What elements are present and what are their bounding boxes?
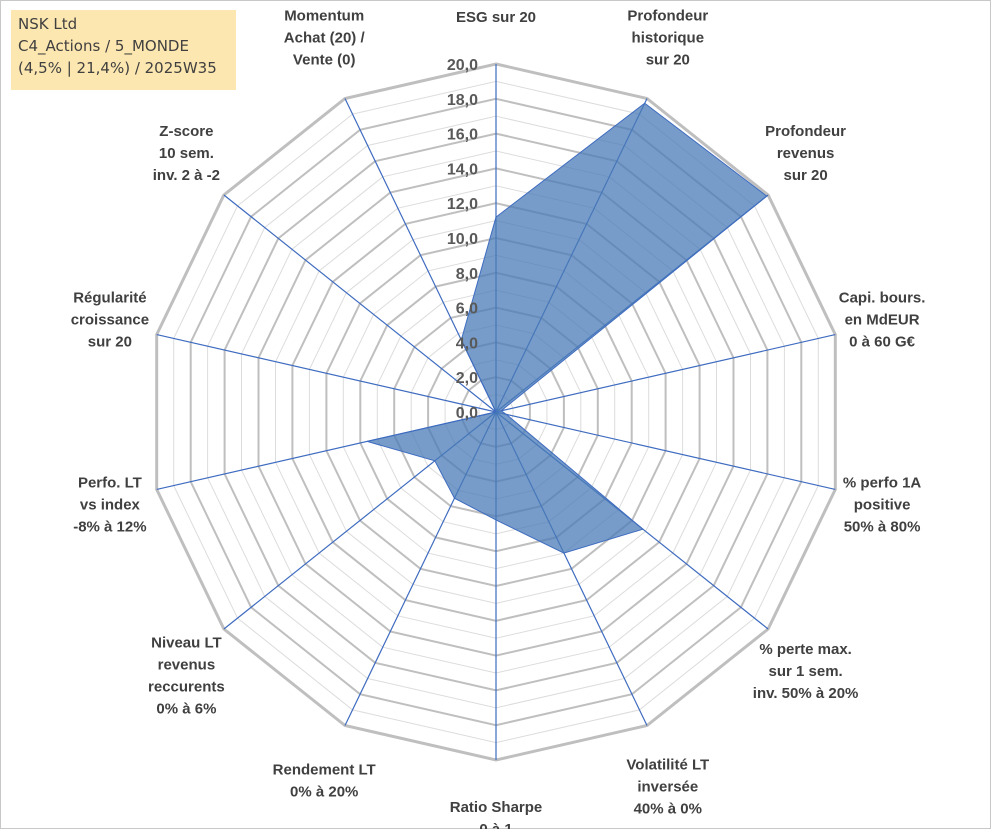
chart-series xyxy=(366,102,768,554)
axis-label-line: inv. 50% à 20% xyxy=(753,685,859,702)
chart-tick-labels: 0,0 2,0 4,0 6,0 8,0 10,0 12,0 14,0 16,0 18,0 20,0 xyxy=(447,57,478,422)
axis-label: Profondeur historique sur 20 xyxy=(627,7,708,68)
axis-label-line: historique xyxy=(632,29,705,46)
axis-spoke xyxy=(223,194,497,413)
axis-label-line: Capi. bours. xyxy=(839,290,926,307)
tick-label: 20,0 xyxy=(447,57,478,74)
axis-label-line: 50% à 80% xyxy=(844,519,921,536)
axis-label-line: Profondeur xyxy=(627,7,708,24)
axis-label-line: 0% à 20% xyxy=(290,784,358,801)
axis-label-line: Z-score xyxy=(159,123,213,140)
axis-label-line: Volatilité LT xyxy=(626,757,709,774)
axis-label-line: en MdEUR xyxy=(845,312,920,329)
axis-label: Volatilité LT inversée 40% à 0% xyxy=(626,757,709,818)
axis-label-line: reccurents xyxy=(148,678,225,695)
tick-label: 8,0 xyxy=(456,266,478,283)
axis-label-line: vs index xyxy=(80,497,141,514)
axis-label: Capi. bours. en MdEUR 0 à 60 G€ xyxy=(839,290,926,351)
tick-label: 0,0 xyxy=(456,405,478,422)
axis-label-line: sur 20 xyxy=(783,167,827,184)
axis-label-line: Profondeur xyxy=(765,123,846,140)
axis-label-line: Rendement LT xyxy=(273,762,376,779)
axis-spoke xyxy=(495,411,836,490)
tick-label: 16,0 xyxy=(447,127,478,144)
info-box: NSK Ltd C4_Actions / 5_MONDE (4,5% | 21,… xyxy=(11,10,236,90)
tick-label: 2,0 xyxy=(456,370,478,387)
axis-label: % perte max. sur 1 sem. inv. 50% à 20% xyxy=(753,641,859,702)
axis-label-line: positive xyxy=(854,497,911,514)
axis-label: Momentum Achat (20) / Vente (0) xyxy=(284,7,366,68)
axis-label-line: Momentum xyxy=(284,7,364,24)
tick-label: 18,0 xyxy=(447,92,478,109)
axis-label-line: 0 à 1 xyxy=(479,821,512,829)
axis-label: Ratio Sharpe 0 à 1 xyxy=(450,799,543,829)
axis-label-line: Note xyxy=(479,0,512,4)
tick-label: 4,0 xyxy=(456,335,478,352)
axis-label-line: sur 20 xyxy=(88,334,132,351)
axis-label-line: sur 20 xyxy=(646,51,690,68)
axis-label-line: Ratio Sharpe xyxy=(450,799,543,816)
axis-label-line: ESG sur 20 xyxy=(456,9,536,26)
tick-label: 12,0 xyxy=(447,196,478,213)
axis-label: Note ESG sur 20 xyxy=(456,0,536,26)
axis-label-line: 40% à 0% xyxy=(634,801,702,818)
axis-label-line: 10 sem. xyxy=(159,145,214,162)
axis-label-line: sur 1 sem. xyxy=(768,663,842,680)
axis-spoke xyxy=(495,334,836,413)
axis-label-line: Niveau LT xyxy=(151,634,222,651)
tick-label: 14,0 xyxy=(447,161,478,178)
axis-label: Profondeur revenus sur 20 xyxy=(765,123,846,184)
axis-label: Rendement LT 0% à 20% xyxy=(273,762,376,801)
category-label: C4_Actions / 5_MONDE xyxy=(18,37,189,55)
axis-label-line: croissance xyxy=(71,312,149,329)
axis-label: Régularité croissance sur 20 xyxy=(71,290,149,351)
axis-label-line: revenus xyxy=(777,145,835,162)
axis-label-line: Régularité xyxy=(73,290,146,307)
axis-label-line: inv. 2 à -2 xyxy=(153,167,220,184)
axis-label-line: Vente (0) xyxy=(293,51,356,68)
axis-label-line: revenus xyxy=(158,656,216,673)
axis-label: Perfo. LT vs index -8% à 12% xyxy=(73,475,146,536)
series-area xyxy=(366,102,768,554)
stats-label: (4,5% | 21,4%) / 2025W35 xyxy=(18,59,217,77)
axis-label-line: 0% à 6% xyxy=(156,700,216,717)
axis-label-line: Achat (20) / xyxy=(284,29,366,46)
axis-label: % perfo 1A positive 50% à 80% xyxy=(843,475,922,536)
tick-label: 6,0 xyxy=(456,301,478,318)
axis-label-line: % perfo 1A xyxy=(843,475,922,492)
axis-label: Niveau LT revenus reccurents 0% à 6% xyxy=(148,634,225,717)
company-name: NSK Ltd xyxy=(18,15,78,33)
chart-axis-labels: Note ESG sur 20 Profondeur historique sur 20… xyxy=(71,0,926,829)
axis-label-line: % perte max. xyxy=(759,641,852,658)
tick-label: 10,0 xyxy=(447,231,478,248)
axis-label-line: -8% à 12% xyxy=(73,519,146,536)
axis-spoke xyxy=(156,334,497,413)
axis-label-line: Perfo. LT xyxy=(78,475,142,492)
axis-label: Z-score 10 sem. inv. 2 à -2 xyxy=(153,123,220,184)
axis-label-line: inversée xyxy=(637,779,698,796)
axis-label-line: 0 à 60 G€ xyxy=(849,334,916,351)
